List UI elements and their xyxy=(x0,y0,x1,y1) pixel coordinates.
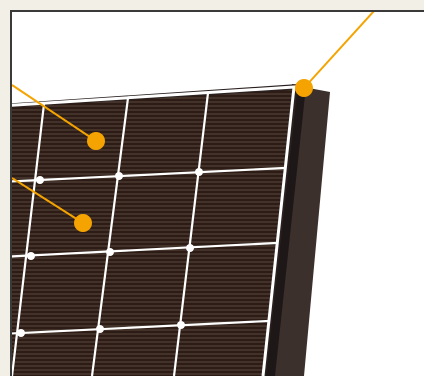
panel-border-line xyxy=(12,85,296,376)
frame-corner-callout-line xyxy=(303,12,375,89)
lower-cell-callout-line xyxy=(12,177,84,224)
upper-cell-callout xyxy=(87,132,105,150)
panel-cells xyxy=(12,90,292,376)
lower-cell-callout xyxy=(74,214,92,232)
callout-lines xyxy=(12,12,375,224)
panel-frame-side xyxy=(270,86,330,376)
cell-grid-horizontal xyxy=(12,166,285,335)
cell-grid-joints xyxy=(17,168,203,337)
frame-corner-callout xyxy=(295,79,313,97)
upper-cell-callout-line xyxy=(12,84,97,142)
